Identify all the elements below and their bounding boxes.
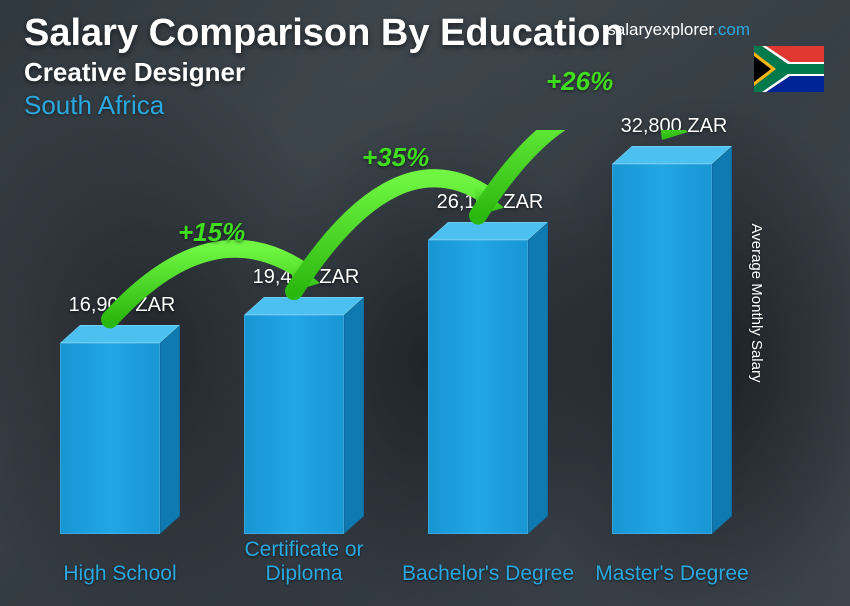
bar-front-face	[612, 164, 712, 534]
bar-value-label: 26,100 ZAR	[410, 191, 570, 214]
chart-subtitle: Creative Designer	[24, 57, 826, 88]
bar-value-label: 32,800 ZAR	[594, 115, 754, 138]
bar-front-face	[244, 315, 344, 534]
watermark-brand: salaryexplorer	[607, 20, 713, 39]
bar-top-face	[612, 146, 732, 164]
watermark-domain: .com	[713, 20, 750, 39]
increment-percent-label: +26%	[546, 66, 613, 97]
bar-side-face	[528, 222, 548, 534]
bar-category-label: High School	[30, 562, 210, 586]
bar-top-face	[428, 222, 548, 240]
bar-value-label: 19,400 ZAR	[226, 266, 386, 289]
bar-side-face	[160, 325, 180, 534]
bar-value-label: 16,900 ZAR	[42, 294, 202, 317]
bar-category-label: Bachelor's Degree	[398, 562, 578, 586]
increment-percent-label: +35%	[362, 142, 429, 173]
bar-top-face	[60, 325, 180, 343]
salary-bar-chart: 16,900 ZARHigh School19,400 ZARCertifica…	[50, 130, 780, 586]
increment-percent-label: +15%	[178, 217, 245, 248]
bar-category-label: Master's Degree	[582, 562, 762, 586]
bar-front-face	[428, 240, 528, 534]
bar-side-face	[344, 297, 364, 534]
watermark: salaryexplorer.com	[607, 20, 750, 40]
south-africa-flag-icon	[754, 46, 824, 92]
bar-top-face	[244, 297, 364, 315]
bar-category-label: Certificate or Diploma	[214, 538, 394, 586]
bar-side-face	[712, 146, 732, 534]
bar-front-face	[60, 343, 160, 534]
